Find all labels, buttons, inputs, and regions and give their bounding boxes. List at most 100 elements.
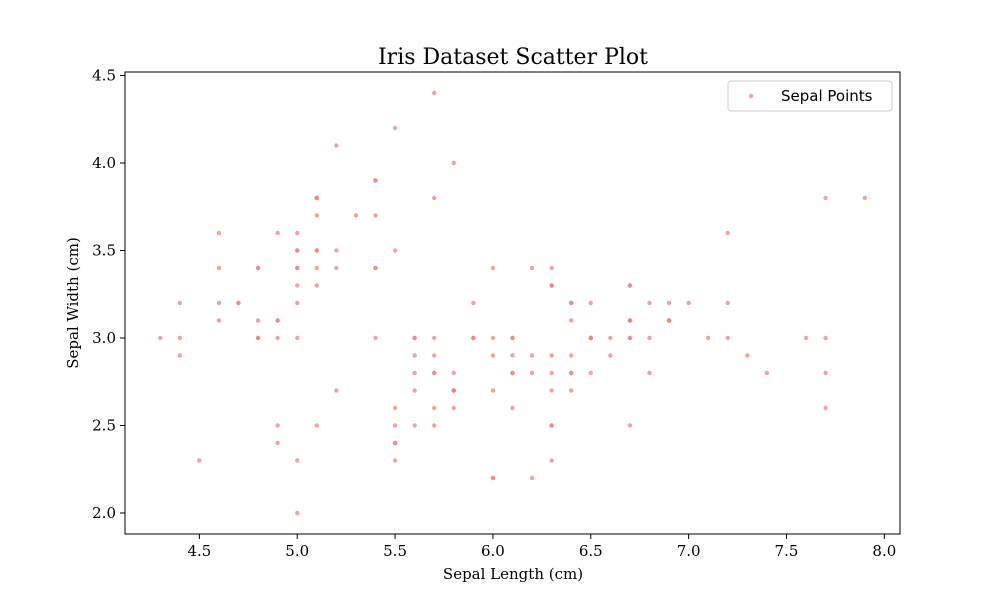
data-point [627,318,633,323]
data-point [314,213,319,218]
data-point [432,423,437,428]
y-tick-label: 4.5 [92,67,116,85]
data-point [745,353,750,358]
data-point [725,230,730,236]
data-point [295,300,300,306]
data-point [647,300,652,306]
data-point [236,300,241,306]
data-point [725,300,730,306]
x-tick-label: 7.5 [775,542,799,560]
data-point [412,353,417,358]
data-point [647,335,652,341]
data-point [392,440,398,446]
data-point [588,335,593,341]
data-point [647,370,652,376]
data-point [529,475,535,481]
data-point [392,405,398,411]
data-point [373,335,378,341]
data-point [823,370,828,376]
data-point [510,353,515,358]
data-point [529,370,535,376]
data-point [706,335,711,341]
data-point [216,230,222,236]
data-point [295,283,300,288]
data-point [392,423,398,428]
data-point [314,248,319,253]
data-point [862,195,867,201]
data-point [295,230,300,236]
data-point [177,335,182,341]
legend-marker [748,93,754,99]
data-point [471,300,476,306]
data-point [451,160,456,166]
data-point [432,335,437,341]
data-point [569,388,574,393]
data-point [432,195,437,201]
data-point [608,353,613,358]
data-point [569,300,574,306]
y-tick-label: 2.0 [92,504,116,522]
data-point [627,335,633,341]
data-point [451,370,456,376]
data-point [549,283,554,288]
data-point [666,318,672,323]
data-point [216,265,222,271]
data-point [275,318,280,323]
data-point [529,353,535,358]
data-point [255,265,261,271]
data-point [314,265,319,271]
x-tick-label: 8.0 [872,542,896,560]
data-point [627,423,633,428]
data-point [412,423,417,428]
scatter-points [158,90,867,516]
x-tick-label: 7.0 [677,542,701,560]
data-point [823,335,828,341]
data-point [275,423,280,428]
data-point [549,370,554,376]
data-point [725,335,730,341]
data-point [823,195,828,201]
data-point [334,248,339,253]
data-point [471,335,476,341]
data-point [451,388,456,393]
x-tick-label: 4.5 [187,542,211,560]
plot-frame [124,71,901,535]
axes: 4.5 5.0 5.5 6.0 6.5 7.0 7.5 8.0 2.0 2.5 3.0 3.5 4.0 4… [92,67,901,560]
x-tick-label: 5.0 [285,542,309,560]
data-point [432,370,437,376]
data-point [392,458,398,463]
data-point [295,510,300,516]
data-point [275,440,280,446]
data-point [549,353,554,358]
data-point [314,423,319,428]
data-point [158,335,163,341]
data-point [177,300,182,306]
data-point [823,405,828,411]
data-point [412,370,417,376]
y-axis-label: Sepal Width (cm) [64,237,82,369]
data-point [764,370,770,376]
data-point [334,143,339,148]
data-point [373,265,378,271]
x-axis-label: Sepal Length (cm) [443,565,583,583]
data-point [549,458,554,463]
data-point [412,388,417,393]
data-point [549,265,554,271]
data-point [529,265,535,271]
data-point [412,335,417,341]
data-point [314,283,319,288]
x-tick-label: 6.0 [481,542,505,560]
data-point [353,213,359,218]
data-point [588,370,593,376]
legend-label: Sepal Points [781,87,873,105]
y-tick-label: 3.0 [92,329,116,347]
data-point [686,300,691,306]
data-point [608,335,613,341]
data-point [510,370,515,376]
data-point [432,90,437,96]
data-point [569,353,574,358]
legend-box [727,80,893,112]
data-point [490,388,496,393]
